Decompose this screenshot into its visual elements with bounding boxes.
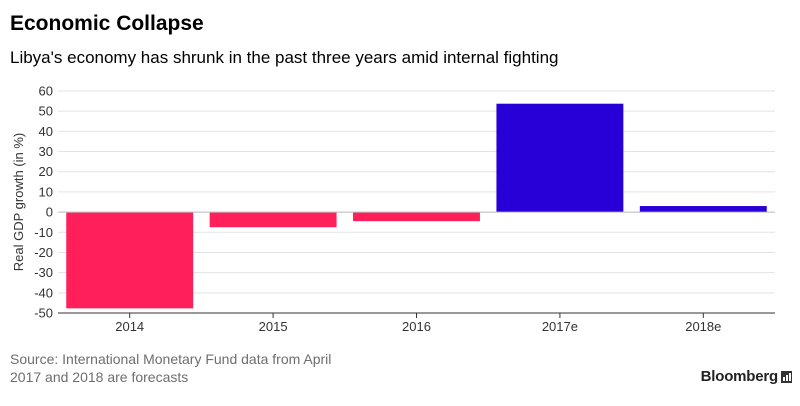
chart-title: Economic Collapse	[10, 12, 204, 35]
y-tick-label: -10	[34, 225, 53, 240]
y-tick-label: -20	[34, 245, 53, 260]
y-tick-label: -50	[34, 306, 53, 321]
bar-2018e	[639, 206, 767, 213]
x-tick-label: 2018e	[685, 319, 721, 334]
x-tick-label: 2015	[259, 319, 288, 334]
y-tick-label: 40	[39, 124, 53, 139]
y-axis-ticks: -50 -40 -30 -20 -10 0 10 20 30 40 50 60	[34, 84, 53, 321]
x-axis: 2014 2015 2016 2017e 2018e	[58, 312, 775, 334]
bloomberg-terminal-icon	[781, 371, 792, 383]
y-tick-label: -40	[34, 285, 53, 300]
y-tick-label: 0	[46, 205, 53, 220]
footer: Source: International Monetary Fund data…	[10, 350, 331, 386]
y-tick-label: 20	[39, 164, 53, 179]
y-tick-label: 30	[39, 144, 53, 159]
chart-subtitle: Libya's economy has shrunk in the past t…	[10, 48, 559, 67]
bars	[66, 103, 767, 309]
bar-2014	[66, 212, 194, 309]
y-axis-label: Real GDP growth (in %)	[11, 133, 26, 271]
bar-2015	[209, 212, 337, 228]
x-tick-label: 2014	[115, 319, 144, 334]
bar-2017e	[496, 103, 624, 213]
source-note: Source: International Monetary Fund data…	[10, 351, 332, 367]
y-tick-label: 10	[39, 184, 53, 199]
x-tick-label: 2016	[402, 319, 431, 334]
y-tick-label: 50	[39, 104, 53, 119]
brand-logo: Bloomberg	[700, 368, 779, 385]
y-tick-label: 60	[39, 84, 53, 99]
x-tick-label: 2017e	[542, 319, 578, 334]
y-tick-label: -30	[34, 265, 53, 280]
forecast-note: 2017 and 2018 are forecasts	[10, 369, 189, 385]
bar-2016	[353, 212, 480, 222]
